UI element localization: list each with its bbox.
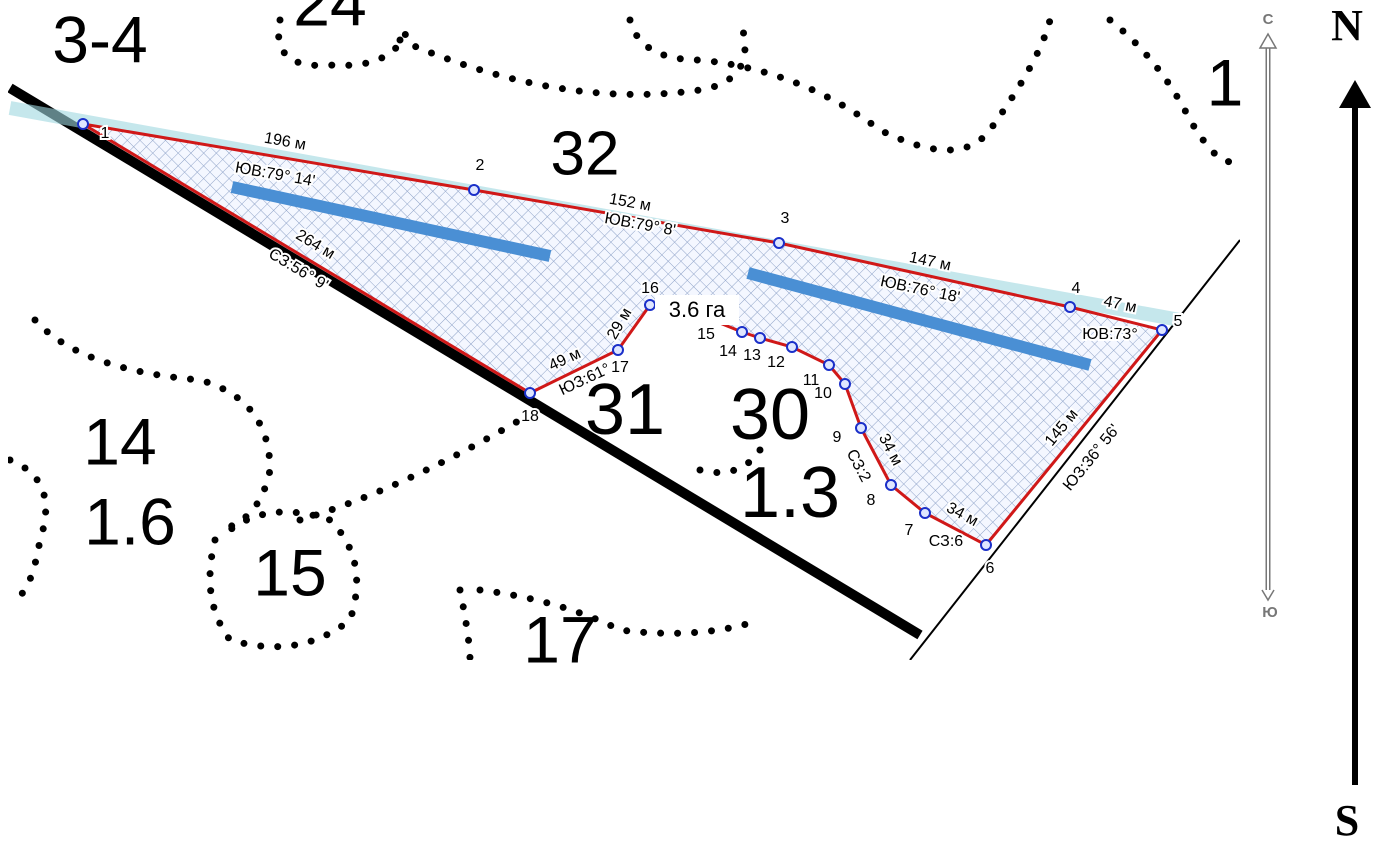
compass-south: Ю	[1262, 604, 1277, 621]
north-label: N	[1331, 1, 1363, 50]
vertex	[823, 359, 835, 371]
vertex	[885, 479, 897, 491]
overlay-bar	[746, 267, 1092, 371]
vertex	[468, 184, 480, 196]
vertex	[919, 507, 931, 519]
parcel: 196 мЮВ:79° 14'152 мЮВ:79° 8'147 мЮВ:76°…	[77, 118, 1185, 579]
area-box	[655, 295, 739, 325]
map-label: 24	[293, 0, 366, 39]
map-label: 31	[585, 370, 665, 450]
vertex-label: 16	[641, 280, 659, 297]
vertex	[1064, 301, 1076, 313]
vertex-label: 13	[743, 347, 761, 364]
vertex-label: 12	[767, 354, 785, 371]
overlay-bar	[230, 181, 552, 262]
vertex-label: 6	[986, 560, 995, 577]
vertex	[644, 299, 656, 311]
map-label: 32	[551, 119, 620, 188]
vertex-label: 2	[476, 157, 485, 174]
vertex	[839, 378, 851, 390]
vertex	[754, 332, 766, 344]
map-label: 14	[83, 404, 156, 478]
vertex-label: 3	[781, 210, 790, 227]
vertex-label: 17	[611, 359, 629, 376]
map-label: 1	[1207, 45, 1244, 119]
vertex	[612, 344, 624, 356]
map-label: 1.6	[84, 484, 176, 558]
vertex	[524, 387, 536, 399]
south-label: S	[1335, 796, 1359, 843]
segment-bearing: ЮВ:73°	[1082, 326, 1137, 343]
vertex-label: 10	[814, 385, 832, 402]
compass-north: С	[1263, 11, 1274, 28]
orientation-arrow: N S	[1331, 1, 1371, 843]
vertex-label: 8	[867, 492, 876, 509]
vertex-label: 18	[521, 408, 539, 425]
map-label: 30	[730, 375, 810, 455]
vertex	[980, 539, 992, 551]
vertex-label: 15	[697, 326, 715, 343]
vertex-label: 4	[1072, 280, 1081, 297]
vertex-label: 9	[833, 429, 842, 446]
vertex-label: 11	[803, 372, 820, 389]
vertex	[736, 326, 748, 338]
vertex	[855, 422, 867, 434]
map-label: 3-4	[52, 2, 147, 76]
compass: С Ю	[1258, 11, 1278, 621]
vertex	[77, 118, 89, 130]
vertex-label: 14	[719, 343, 737, 360]
map-label: 17	[523, 602, 596, 676]
vertex	[1156, 324, 1168, 336]
vertex	[786, 341, 798, 353]
vertex-label: 7	[905, 522, 914, 539]
segment-bearing: СЗ:6	[929, 533, 963, 550]
map-label: 15	[253, 535, 326, 609]
map-label: 1.3	[740, 453, 840, 533]
vertex-label: 1	[101, 125, 110, 142]
area-label: 3.6 га	[669, 297, 726, 322]
vertex-label: 5	[1174, 313, 1183, 330]
vertex	[773, 237, 785, 249]
